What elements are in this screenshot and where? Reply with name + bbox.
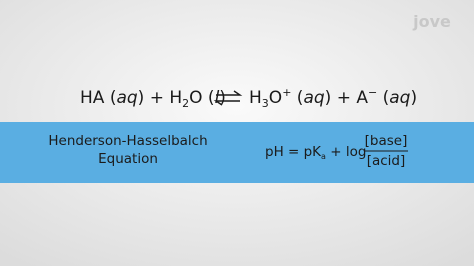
token: ): [219, 88, 226, 108]
equilibrium-arrow: [213, 90, 243, 106]
logo: jove: [412, 12, 451, 31]
operator: + log: [326, 144, 366, 160]
formula-lhs: pH = pK: [265, 144, 322, 160]
subscript: a: [321, 152, 326, 161]
token: aq: [116, 88, 137, 108]
token: HA (: [80, 88, 116, 108]
token: ) + H: [138, 88, 182, 108]
band-title: Equation: [98, 151, 158, 167]
superscript: +: [282, 86, 291, 99]
denominator: [acid]: [367, 153, 406, 169]
band-title: Henderson-Hasselbalch: [48, 133, 207, 149]
token: (: [377, 88, 389, 108]
superscript: −: [368, 86, 377, 99]
token: l: [215, 88, 220, 108]
numerator: [base]: [365, 133, 408, 149]
token: O (: [189, 88, 214, 108]
token: aq: [303, 88, 324, 108]
equation-left: HA (aq) + H2O (l): [80, 88, 226, 110]
token: ) + A: [325, 88, 369, 108]
subscript: 2: [182, 97, 189, 110]
token: (: [291, 88, 303, 108]
equation-right: H3O+ (aq) + A− (aq): [249, 86, 417, 110]
token: H: [249, 88, 262, 108]
subscript: 3: [262, 97, 269, 110]
band: [0, 122, 474, 183]
token: aq: [389, 88, 410, 108]
token: O: [269, 88, 282, 108]
token: ): [410, 88, 417, 108]
formula: pH = pKa + log: [265, 144, 366, 161]
